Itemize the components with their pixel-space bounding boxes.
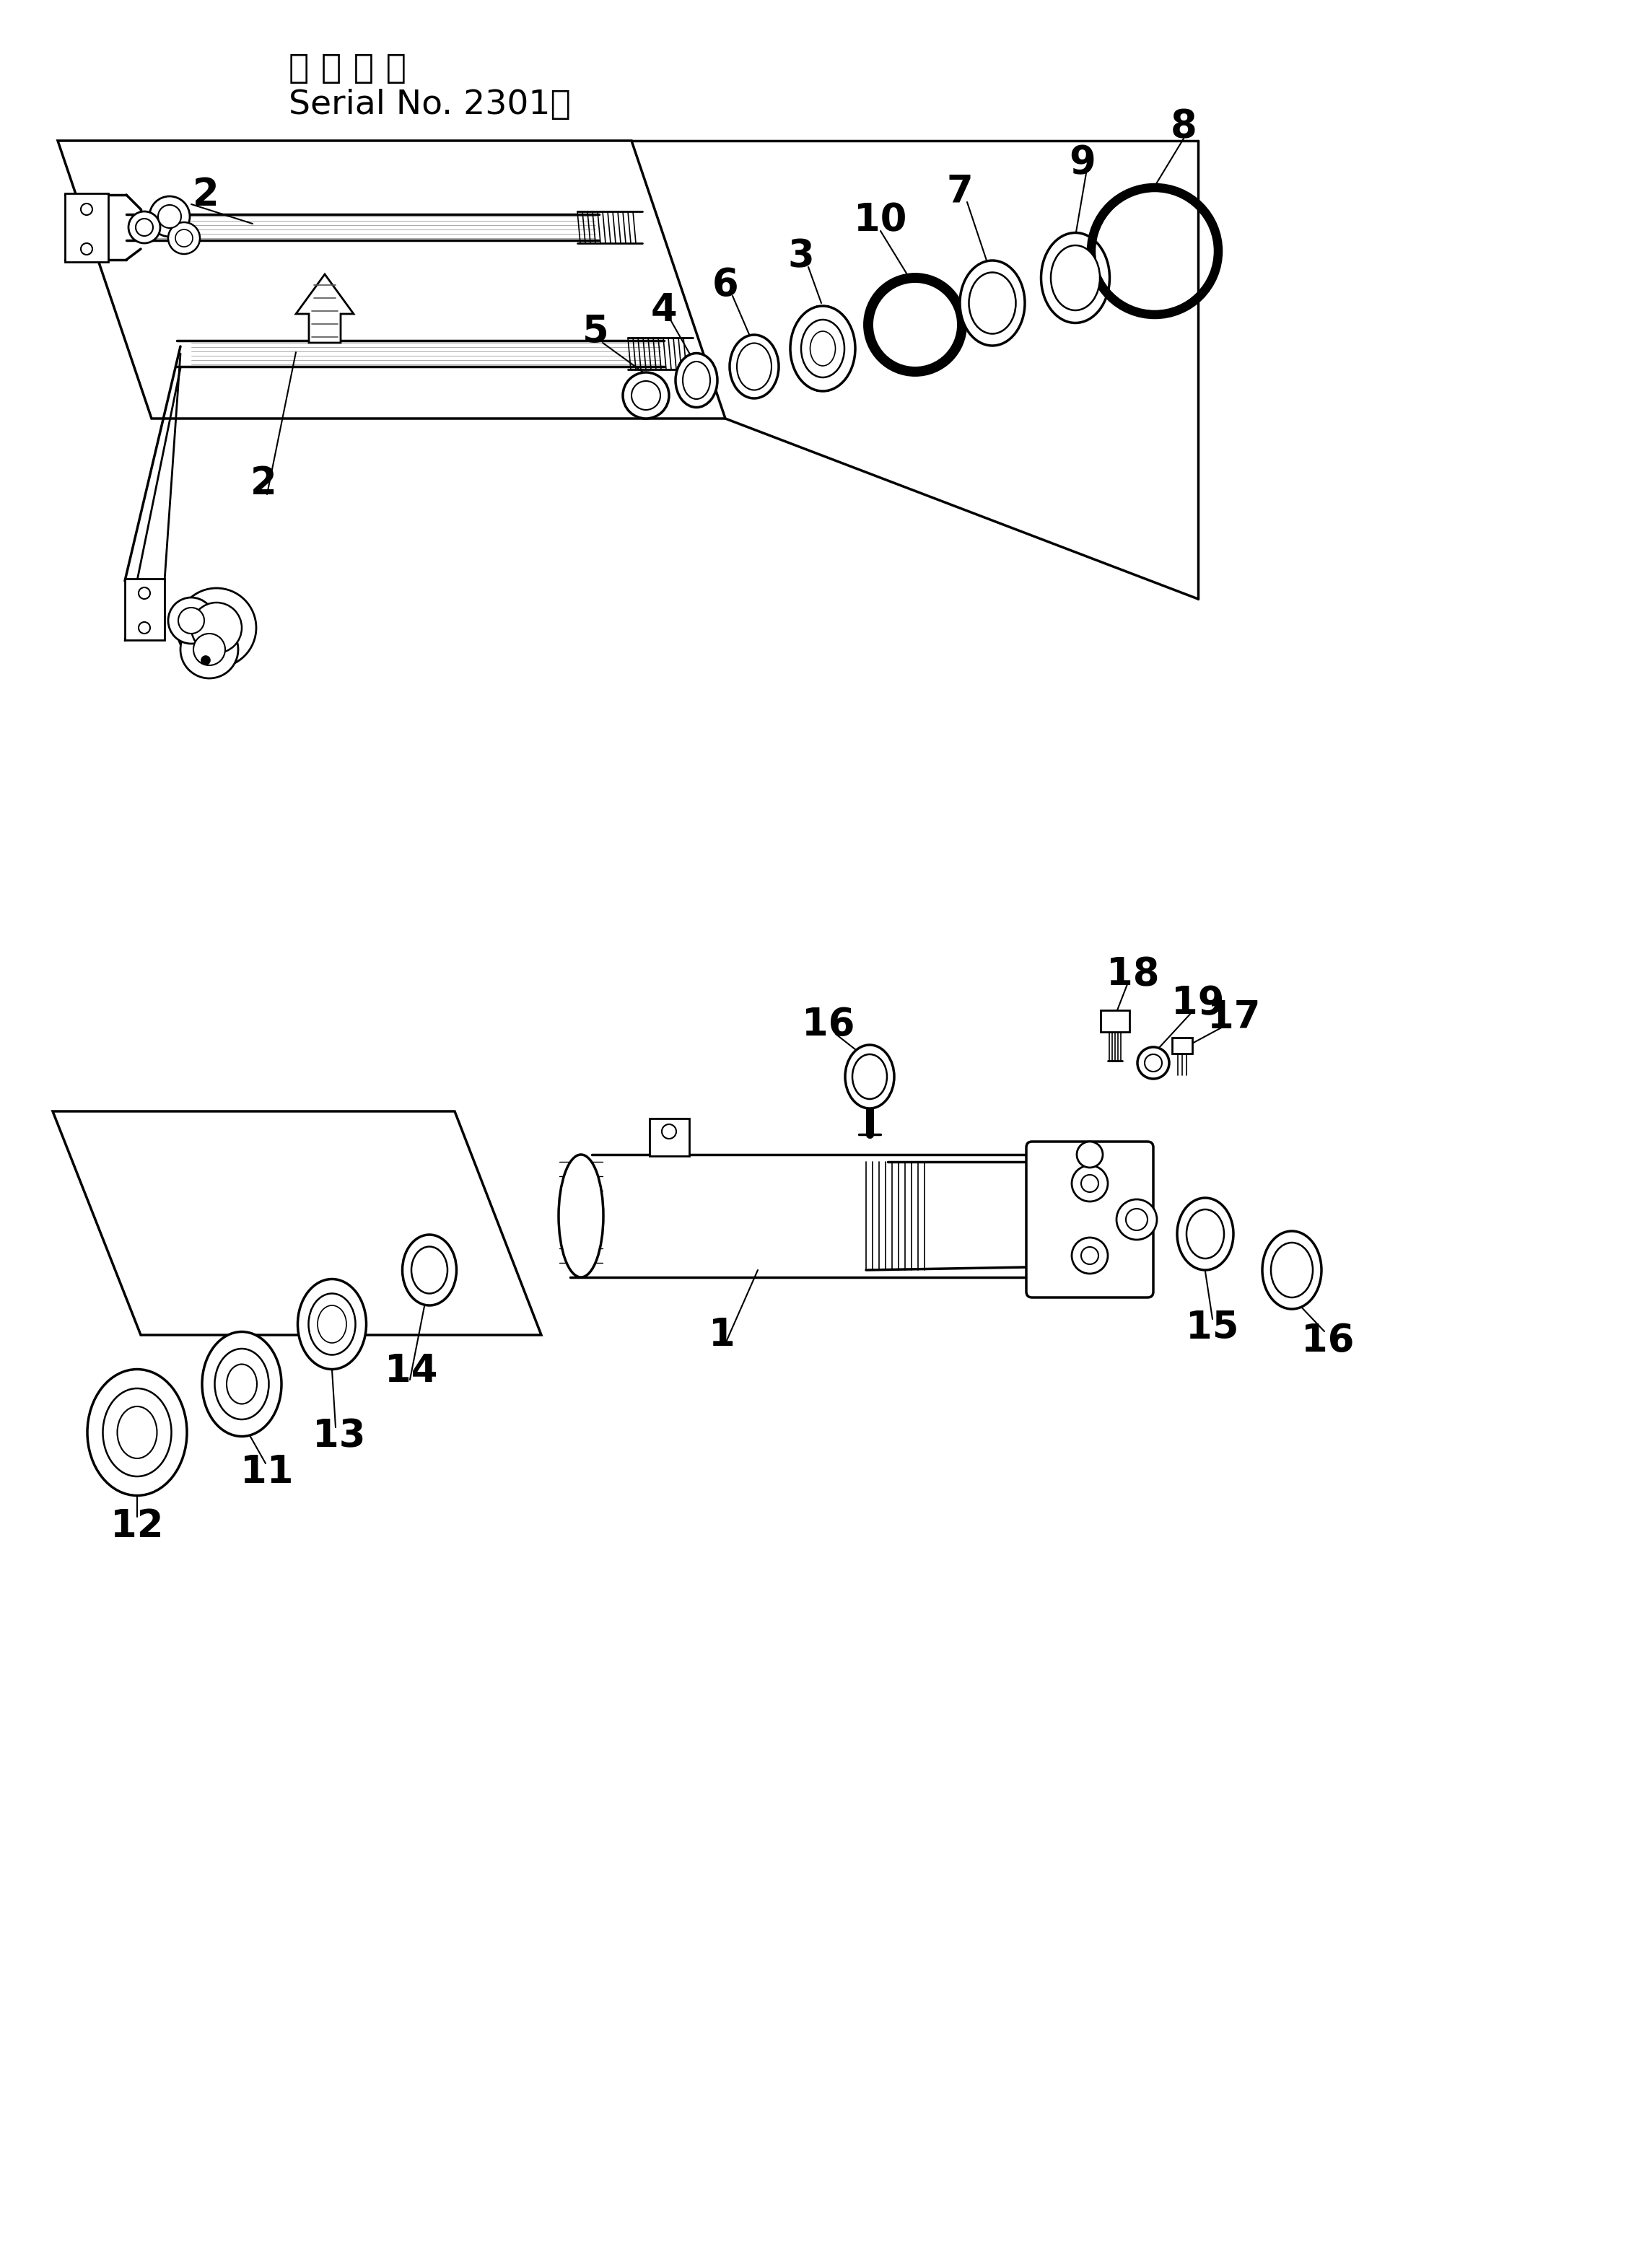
Ellipse shape <box>730 335 778 398</box>
Ellipse shape <box>970 272 1016 333</box>
Ellipse shape <box>226 1364 258 1404</box>
FancyBboxPatch shape <box>1100 1010 1130 1033</box>
Ellipse shape <box>202 1332 281 1436</box>
Text: 19: 19 <box>1171 983 1224 1022</box>
Ellipse shape <box>403 1235 456 1305</box>
Circle shape <box>81 243 93 254</box>
FancyBboxPatch shape <box>64 193 109 261</box>
Text: 18: 18 <box>1107 956 1160 992</box>
Circle shape <box>175 230 193 248</box>
Circle shape <box>139 621 150 634</box>
Ellipse shape <box>88 1370 187 1496</box>
Polygon shape <box>296 274 354 342</box>
Ellipse shape <box>682 362 710 398</box>
FancyBboxPatch shape <box>1171 1037 1193 1053</box>
Circle shape <box>1080 1246 1099 1264</box>
Ellipse shape <box>846 1044 894 1109</box>
Circle shape <box>149 196 190 236</box>
Ellipse shape <box>1262 1231 1322 1309</box>
Text: 7: 7 <box>947 173 973 209</box>
Circle shape <box>193 634 225 666</box>
Ellipse shape <box>317 1305 347 1343</box>
Text: 3: 3 <box>788 238 814 274</box>
Text: 2: 2 <box>249 466 276 502</box>
FancyBboxPatch shape <box>126 578 165 639</box>
Ellipse shape <box>1052 1154 1097 1278</box>
Text: 13: 13 <box>312 1418 365 1456</box>
Ellipse shape <box>960 261 1024 347</box>
Ellipse shape <box>215 1348 269 1420</box>
Circle shape <box>1077 1141 1104 1168</box>
Circle shape <box>202 657 210 664</box>
Circle shape <box>631 380 661 410</box>
Ellipse shape <box>297 1278 367 1370</box>
Text: 5: 5 <box>582 313 608 351</box>
Circle shape <box>1080 1174 1099 1192</box>
Circle shape <box>1072 1238 1108 1274</box>
FancyBboxPatch shape <box>1026 1141 1153 1298</box>
Ellipse shape <box>117 1406 157 1458</box>
Ellipse shape <box>737 344 771 389</box>
FancyBboxPatch shape <box>649 1118 689 1156</box>
Text: 1: 1 <box>709 1316 735 1354</box>
Circle shape <box>159 205 182 227</box>
Circle shape <box>192 603 241 652</box>
Ellipse shape <box>790 306 856 392</box>
Text: 9: 9 <box>1069 144 1095 182</box>
Circle shape <box>1145 1055 1161 1071</box>
Circle shape <box>169 598 215 644</box>
Ellipse shape <box>1186 1211 1224 1258</box>
Text: 16: 16 <box>801 1006 856 1044</box>
Circle shape <box>662 1125 676 1138</box>
Ellipse shape <box>1041 232 1110 324</box>
Ellipse shape <box>102 1388 172 1476</box>
Text: 17: 17 <box>1208 999 1260 1037</box>
Ellipse shape <box>809 331 836 367</box>
Circle shape <box>1072 1166 1108 1202</box>
Circle shape <box>180 621 238 677</box>
Circle shape <box>81 202 93 216</box>
Ellipse shape <box>309 1294 355 1354</box>
Ellipse shape <box>801 320 844 378</box>
Circle shape <box>1127 1208 1148 1231</box>
Ellipse shape <box>1270 1242 1313 1298</box>
Ellipse shape <box>1178 1197 1234 1269</box>
Text: 8: 8 <box>1170 108 1196 144</box>
Text: 14: 14 <box>385 1352 438 1390</box>
Circle shape <box>129 212 160 243</box>
Text: 15: 15 <box>1186 1310 1239 1346</box>
Text: 4: 4 <box>651 293 677 328</box>
Circle shape <box>169 223 200 254</box>
Circle shape <box>135 218 154 236</box>
Ellipse shape <box>852 1055 887 1098</box>
Text: 6: 6 <box>712 266 738 304</box>
Circle shape <box>139 587 150 598</box>
Circle shape <box>1138 1046 1170 1078</box>
Ellipse shape <box>1051 245 1100 311</box>
Text: 12: 12 <box>111 1508 164 1546</box>
Text: 11: 11 <box>241 1454 294 1492</box>
Circle shape <box>178 608 205 634</box>
Ellipse shape <box>676 353 717 407</box>
Circle shape <box>623 371 669 418</box>
Text: 2: 2 <box>192 176 220 214</box>
Circle shape <box>177 587 256 668</box>
Text: 適 用 号 機: 適 用 号 機 <box>289 52 406 86</box>
Ellipse shape <box>558 1154 603 1278</box>
Ellipse shape <box>411 1246 448 1294</box>
Text: 16: 16 <box>1302 1323 1355 1359</box>
Text: 10: 10 <box>854 200 907 239</box>
Circle shape <box>1117 1199 1156 1240</box>
Text: Serial No. 2301～: Serial No. 2301～ <box>289 88 572 122</box>
